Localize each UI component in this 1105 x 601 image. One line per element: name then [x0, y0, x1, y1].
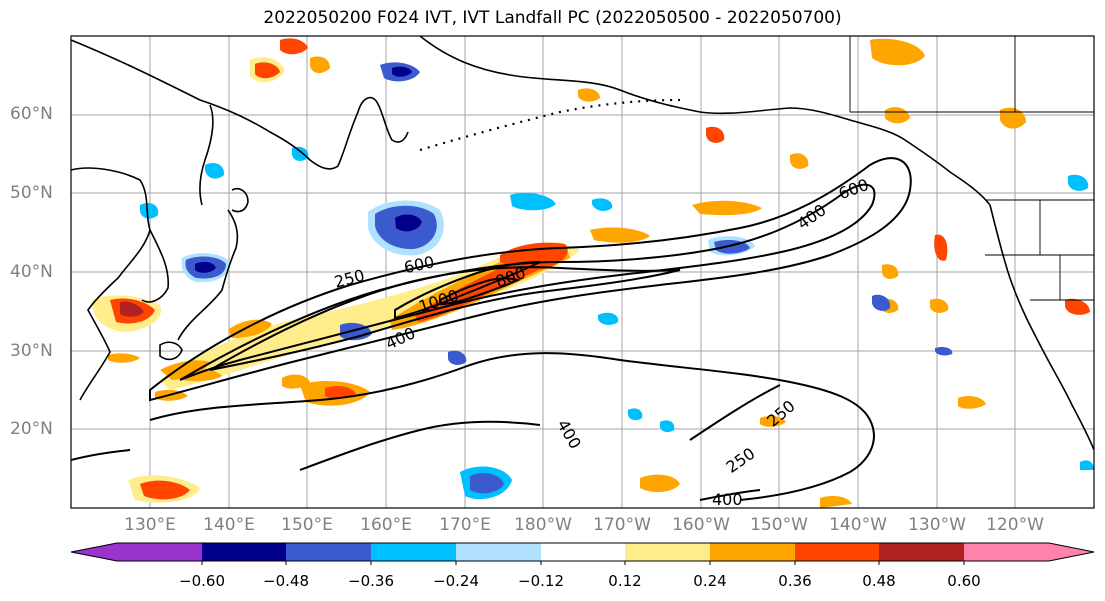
colorbar-segment [371, 543, 456, 561]
colorbar-tick-label: −0.24 [433, 572, 479, 590]
colorbar-segment [795, 543, 879, 561]
coastlines [71, 36, 1094, 451]
colorbar-tick-label: −0.36 [348, 572, 394, 590]
map-title: 2022050200 F024 IVT, IVT Landfall PC (20… [263, 8, 842, 28]
colorbar-tick-label: 0.48 [862, 572, 896, 590]
lon-label: 120°W [986, 515, 1044, 535]
contour-label: 400 [712, 490, 743, 509]
colorbar-segment [879, 543, 964, 561]
colorbar-segment [964, 543, 1094, 561]
colorbar-segment [710, 543, 795, 561]
lat-label: 20°N [10, 419, 53, 439]
lat-label: 60°N [10, 104, 53, 124]
lon-label: 140°E [203, 515, 255, 535]
lon-label: 130°E [124, 515, 176, 535]
gridlines [71, 36, 1094, 508]
colorbar-segment [456, 543, 541, 561]
lat-label: 30°N [10, 341, 53, 361]
lon-label: 150°E [281, 515, 333, 535]
colorbar-tick-label: −0.12 [518, 572, 564, 590]
colorbar-tick-label: 0.12 [608, 572, 642, 590]
map-plot-area: 250 600 1000 800 400 600 400 400 250 250… [71, 36, 1094, 509]
colorbar-tick-label: 0.60 [947, 572, 981, 590]
colorbar-segment [202, 543, 286, 561]
lon-label: 130°W [908, 515, 966, 535]
colorbar-tick-label: 0.36 [778, 572, 812, 590]
map-frame [70, 35, 1095, 509]
colorbar-tick-label: 0.24 [693, 572, 727, 590]
lon-label: 160°E [360, 515, 412, 535]
colorbar-tick-label: −0.60 [179, 572, 225, 590]
colorbar-segment [541, 543, 625, 561]
colorbar-outline [70, 542, 1095, 562]
lon-label: 150°W [750, 515, 808, 535]
borders [849, 36, 1094, 301]
lon-label: 180°W [514, 515, 572, 535]
colorbar-tick-label: −0.48 [263, 572, 309, 590]
lon-label: 170°E [439, 515, 491, 535]
colorbar-segment [286, 543, 371, 561]
colorbar-segment [625, 543, 710, 561]
lon-label: 140°W [829, 515, 887, 535]
lon-label: 160°W [672, 515, 730, 535]
lat-label: 40°N [10, 262, 53, 282]
colorbar [71, 543, 1094, 565]
lon-label: 170°W [593, 515, 651, 535]
ivt-contours [71, 157, 912, 501]
lat-label: 50°N [10, 183, 53, 203]
colorbar-segment [71, 543, 202, 561]
